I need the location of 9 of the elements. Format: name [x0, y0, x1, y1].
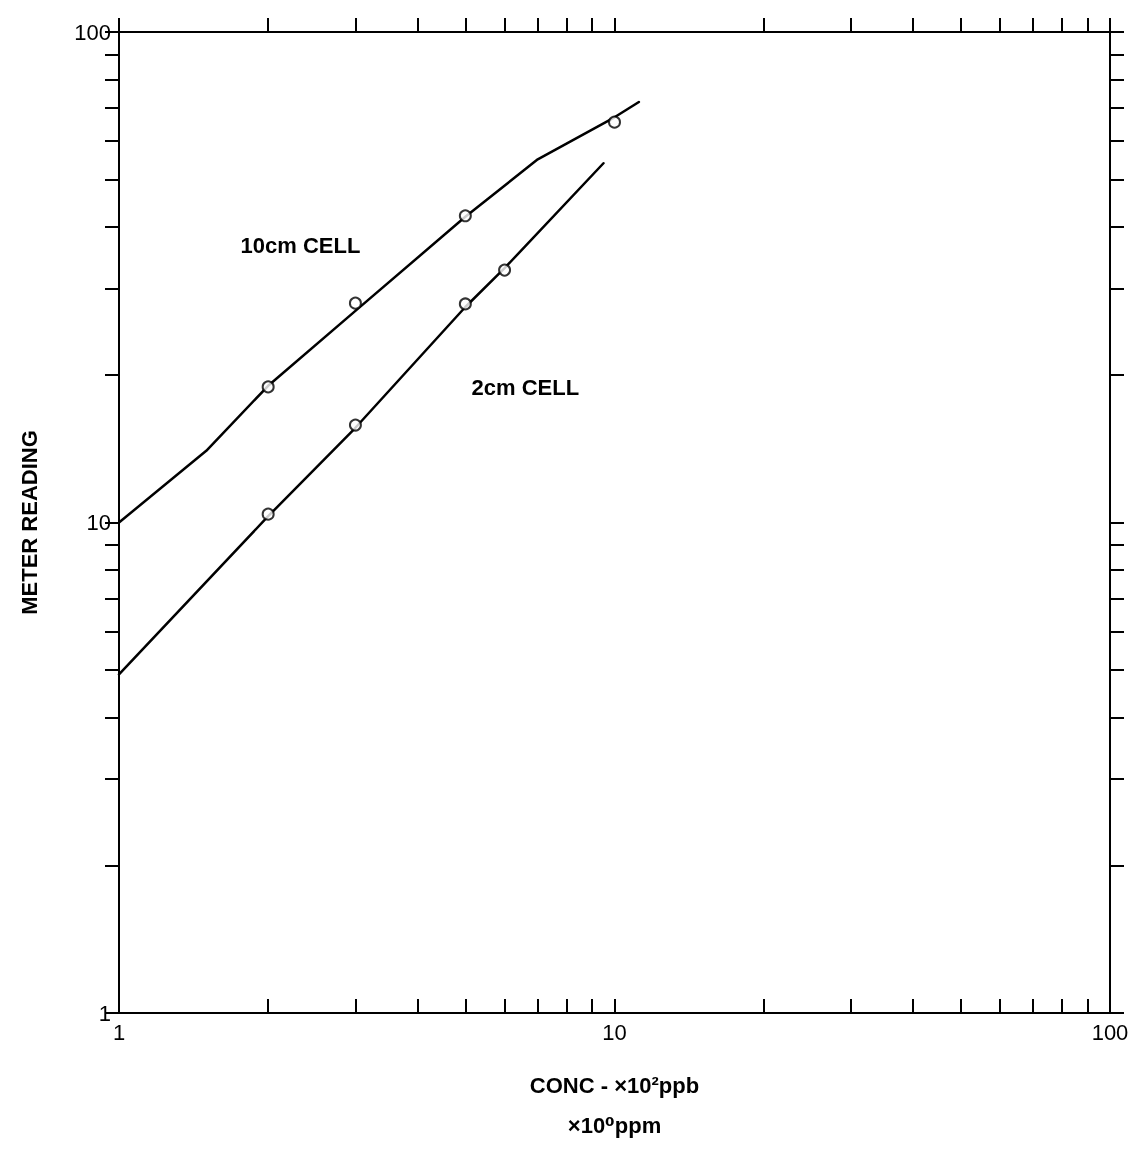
y-axis-title: METER READING — [16, 430, 42, 615]
y-tick-label: 10 — [86, 510, 111, 535]
text: 2cm CELL — [471, 374, 580, 400]
series-label: 10cm CELL — [240, 233, 361, 259]
y-tick-label: 1 — [98, 1000, 111, 1026]
y-tick-label: 100 — [74, 19, 111, 45]
x-tick-label: 10 — [602, 1019, 627, 1045]
x-tick-label: 100 — [1091, 1019, 1129, 1045]
x-axis-title: CONC - ×10²ppb ×10⁰ppm — [529, 1072, 700, 1138]
